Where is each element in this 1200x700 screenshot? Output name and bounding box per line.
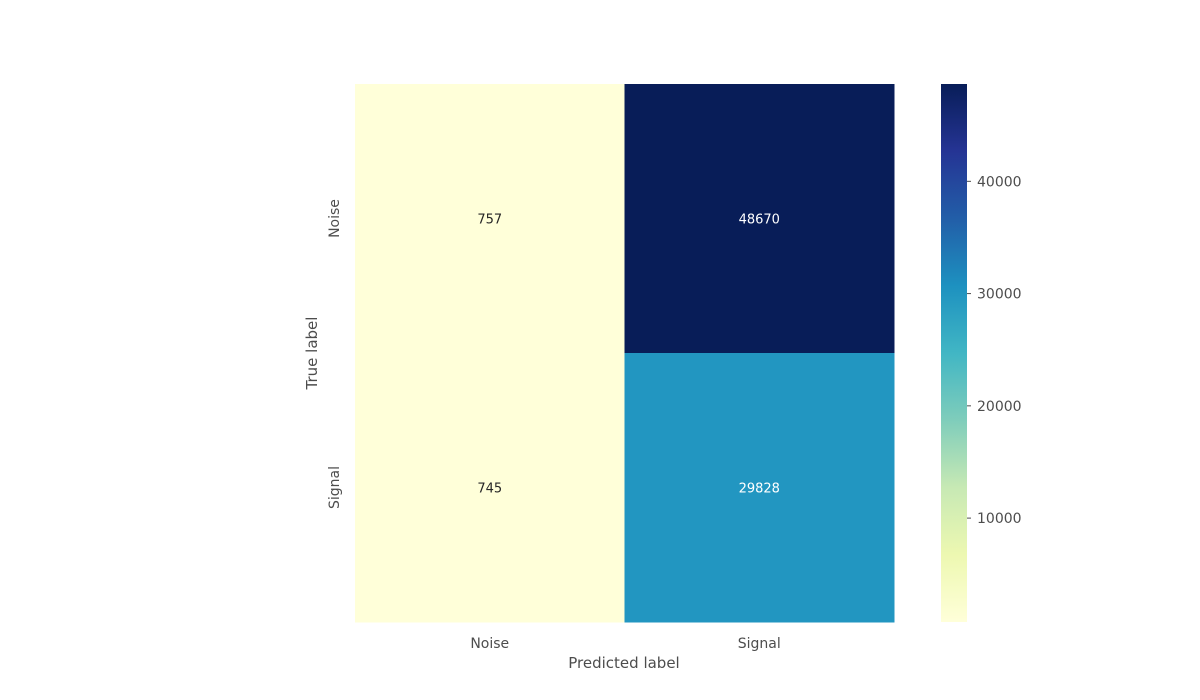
colorbar-tick-label: 40000	[977, 174, 1022, 190]
cell-value-label: 745	[477, 482, 502, 497]
colorbar-ticks: 10000 20000 30000 40000	[967, 174, 1022, 527]
y-axis-label: True label	[303, 317, 321, 391]
heatmap-cell-noise-noise	[355, 84, 625, 354]
heatmap-cell-labels: 757 48670 745 29828	[477, 213, 780, 497]
y-tick-label: Signal	[327, 466, 343, 509]
cell-value-label: 48670	[739, 213, 780, 228]
colorbar	[941, 84, 967, 622]
cell-value-label: 757	[477, 213, 502, 228]
colorbar-tick-label: 10000	[977, 511, 1022, 527]
x-tick-label: Noise	[470, 636, 509, 652]
heatmap-cell-signal-signal	[624, 353, 895, 623]
colorbar-tick-label: 20000	[977, 399, 1022, 415]
y-tick-label: Noise	[327, 199, 343, 238]
colorbar-tick-label: 30000	[977, 287, 1022, 303]
x-axis-label: Predicted label	[568, 654, 679, 672]
heatmap-cell-signal-noise	[355, 353, 625, 623]
x-axis-ticks: Noise Signal	[470, 636, 780, 652]
cell-value-label: 29828	[739, 482, 780, 497]
heatmap-cells	[355, 84, 895, 623]
x-tick-label: Signal	[738, 636, 781, 652]
heatmap-cell-noise-signal	[624, 84, 895, 354]
y-axis-ticks: Noise Signal	[327, 199, 343, 509]
